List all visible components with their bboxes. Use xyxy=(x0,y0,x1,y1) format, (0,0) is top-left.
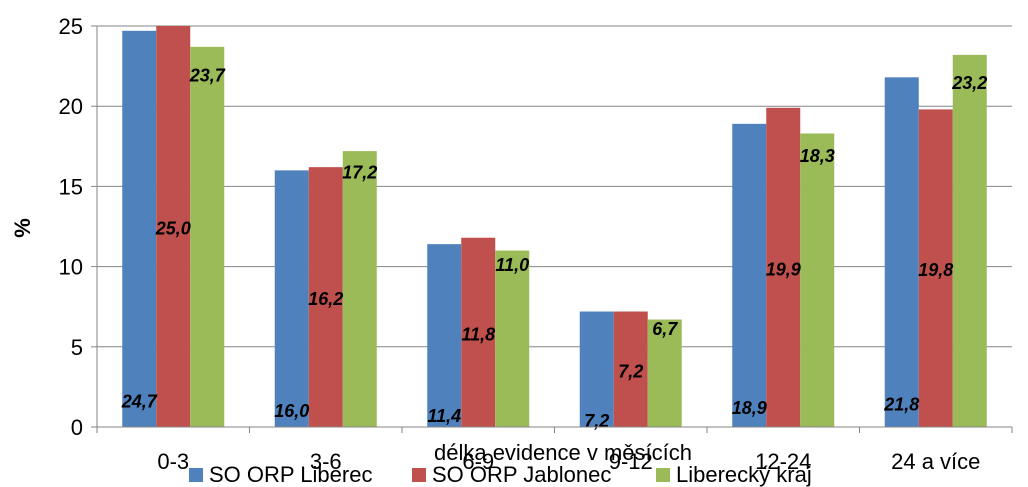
y-tick-label: 0 xyxy=(71,415,83,440)
y-axis-ticks: 0 5 10 15 20 25 xyxy=(59,14,97,440)
x-tick-label: 3-6 xyxy=(310,449,342,474)
data-label: 6,7 xyxy=(652,319,678,339)
legend-label: SO ORP Jablonec xyxy=(432,462,611,487)
x-tick-label: 12-24 xyxy=(755,449,811,474)
bar xyxy=(884,77,919,427)
data-labels: 24,7 25,0 23,7 16,0 16,2 17,2 11,4 11,8 11,0 7,2 7… xyxy=(121,65,988,430)
bar xyxy=(190,46,225,428)
bar xyxy=(495,250,530,427)
y-tick-label: 25 xyxy=(59,14,83,39)
data-label: 24,7 xyxy=(121,391,158,411)
x-tick-label: 0-3 xyxy=(157,449,189,474)
legend-label: Liberecký kraj xyxy=(676,462,812,487)
data-label: 21,8 xyxy=(883,395,919,415)
data-label: 7,2 xyxy=(618,361,643,381)
bar xyxy=(766,107,801,427)
data-label: 19,8 xyxy=(918,260,953,280)
bar xyxy=(156,26,191,427)
legend: SO ORP Liberec SO ORP Jablonec Liberecký k… xyxy=(189,462,812,487)
legend-label: SO ORP Liberec xyxy=(209,462,372,487)
bar xyxy=(732,123,767,428)
data-label: 11,8 xyxy=(461,324,495,344)
data-label: 23,2 xyxy=(951,73,987,93)
y-tick-label: 5 xyxy=(71,335,83,360)
x-tick-label: 6-9 xyxy=(462,449,494,474)
bar xyxy=(461,237,496,427)
data-label: 7,2 xyxy=(584,411,609,431)
gridlines xyxy=(97,25,1012,348)
bar xyxy=(647,319,682,427)
data-label: 17,2 xyxy=(342,162,377,182)
bar xyxy=(579,311,614,427)
bar xyxy=(952,54,987,427)
y-tick-label: 20 xyxy=(59,94,83,119)
category-labels: 0-3 3-6 6-9 9-12 12-24 24 a více xyxy=(157,449,980,474)
data-label: 19,9 xyxy=(766,259,801,279)
bar xyxy=(342,151,377,427)
bar xyxy=(308,167,343,428)
data-label: 16,0 xyxy=(274,401,309,421)
bar xyxy=(800,133,835,427)
data-label: 18,3 xyxy=(800,146,835,166)
x-tick-label: 24 a více xyxy=(891,449,980,474)
data-label: 16,2 xyxy=(308,289,343,309)
y-tick-label: 10 xyxy=(59,255,83,280)
bar xyxy=(918,109,953,428)
axes xyxy=(96,26,1013,433)
x-axis-title: délka evidence v měsících xyxy=(434,440,692,465)
bar xyxy=(122,30,157,427)
data-label: 23,7 xyxy=(189,65,226,85)
data-label: 25,0 xyxy=(155,219,191,239)
data-label: 11,0 xyxy=(495,255,529,275)
legend-swatch xyxy=(189,468,203,482)
bar xyxy=(427,244,462,427)
data-label: 11,4 xyxy=(427,406,461,426)
legend-swatch xyxy=(656,468,670,482)
bar xyxy=(613,311,648,427)
bar xyxy=(274,170,309,428)
data-label: 18,9 xyxy=(732,398,767,418)
bars xyxy=(122,26,987,428)
legend-swatch xyxy=(412,468,426,482)
y-axis-title: % xyxy=(10,218,35,238)
y-tick-label: 15 xyxy=(59,174,83,199)
x-tick-label: 9-12 xyxy=(609,449,653,474)
